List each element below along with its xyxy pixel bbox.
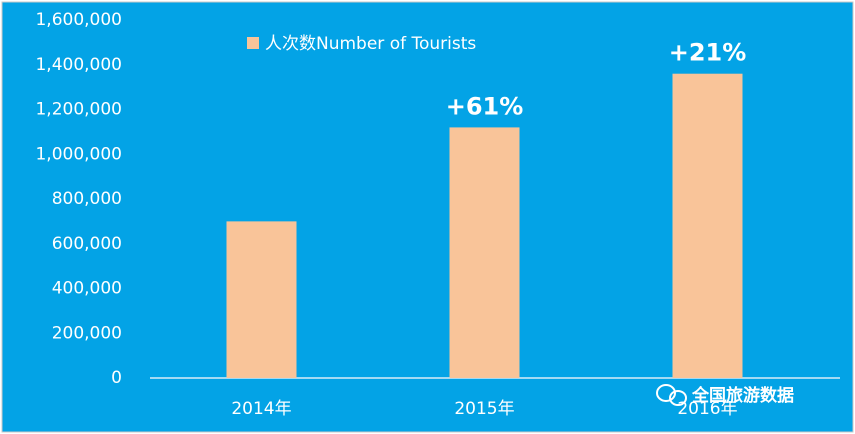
y-tick-label: 200,000 [52, 323, 122, 343]
y-tick-label: 1,600,000 [35, 10, 122, 30]
annotation: +61% [446, 92, 524, 120]
y-tick-label: 1,200,000 [35, 100, 122, 120]
icon-part [669, 390, 687, 406]
y-tick-label: 1,000,000 [35, 144, 122, 164]
bar [672, 73, 743, 378]
y-tick-label: 1,400,000 [35, 55, 122, 75]
y-tick-label: 600,000 [52, 234, 122, 254]
watermark-icon [656, 384, 687, 406]
legend-swatch [247, 37, 259, 49]
legend-label: 人次数Number of Tourists [265, 34, 476, 54]
y-tick-label: 800,000 [52, 189, 122, 209]
x-tick-label: 2015年 [454, 399, 514, 419]
icon-part [656, 384, 676, 402]
watermark: 全国旅游数据 [691, 385, 794, 406]
x-tick-label: 2016年 [677, 399, 737, 419]
y-tick-label: 0 [111, 368, 122, 388]
bar [449, 127, 520, 379]
y-tick-label: 400,000 [52, 279, 122, 299]
bar [226, 221, 297, 378]
annotation: +21% [669, 39, 747, 67]
x-tick-label: 2014年 [231, 399, 291, 419]
